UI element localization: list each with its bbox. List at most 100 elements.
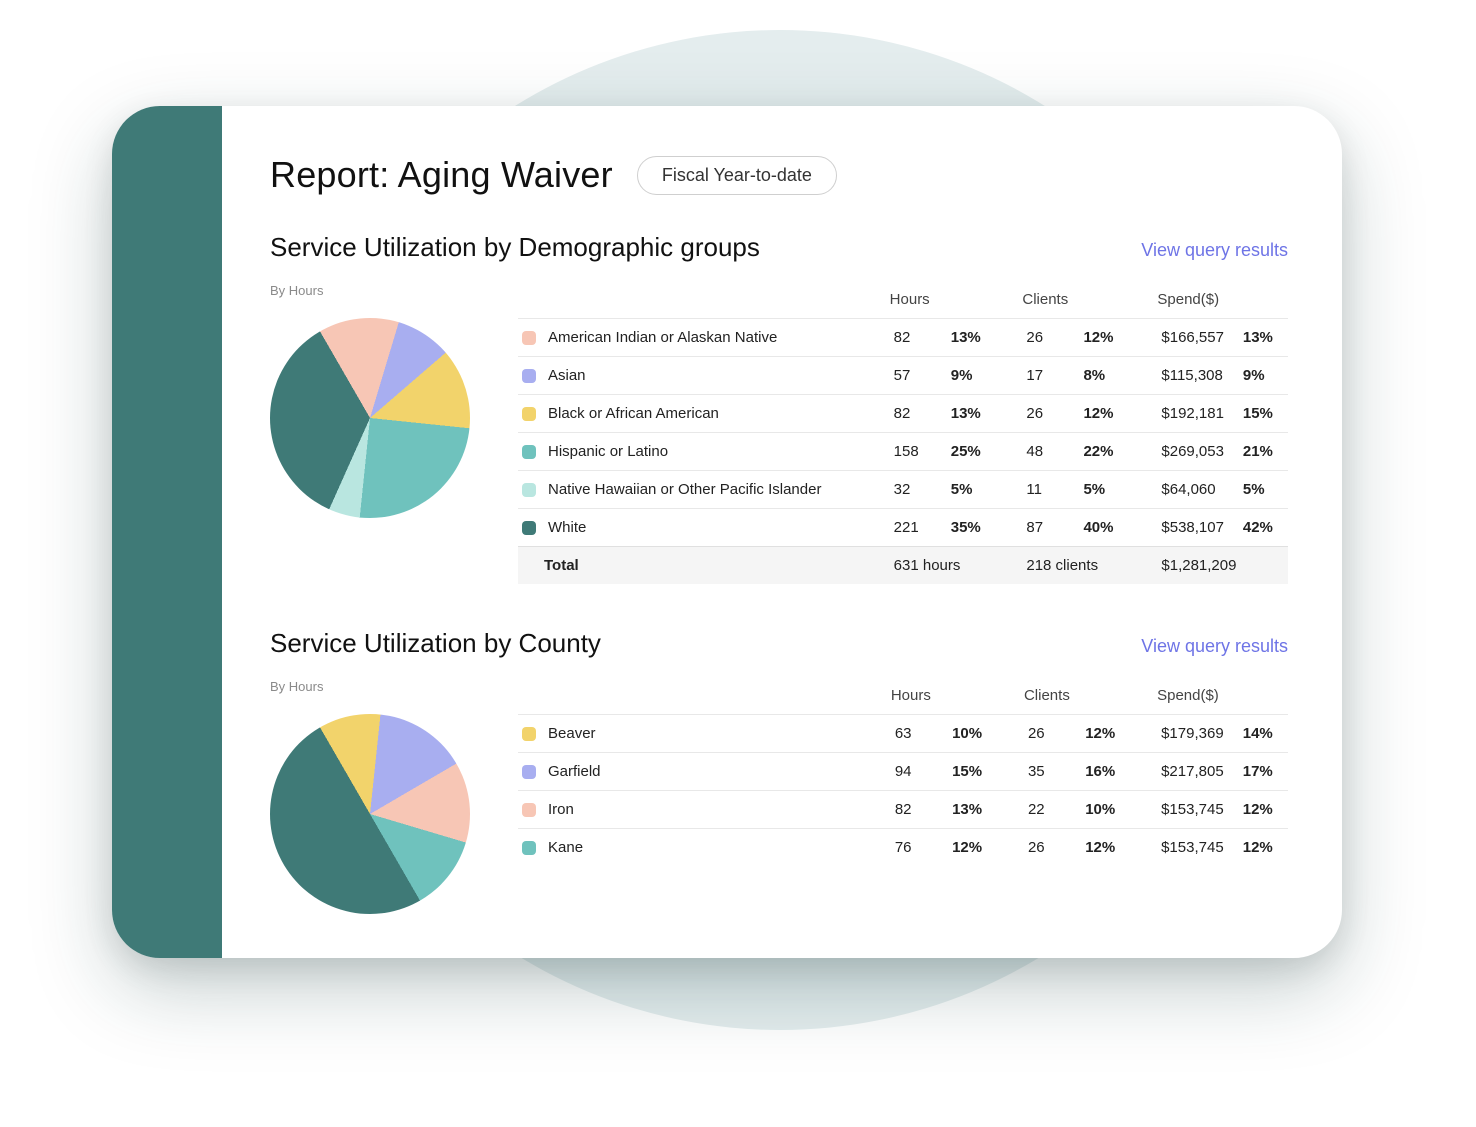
table-row: Hispanic or Latino15825%4822%$269,05321% [518,433,1288,471]
clients-value: 26 [1022,395,1075,433]
hours-value: 82 [890,319,943,357]
total-clients: 218 clients [1022,547,1131,585]
hours-pct: 12% [944,829,997,867]
col-spend: Spend($) [1157,679,1288,715]
row-label: Native Hawaiian or Other Pacific Islande… [518,471,890,509]
row-label: American Indian or Alaskan Native [518,319,890,357]
section-demographics: Service Utilization by Demographic group… [270,232,1288,584]
clients-pct: 12% [1077,715,1130,753]
spend-value: $153,745 [1157,791,1235,829]
table-total-row: Total631 hours 218 clients $1,281,209 [518,547,1288,585]
spend-value: $115,308 [1157,357,1234,395]
spend-value: $217,805 [1157,753,1235,791]
hours-pct: 13% [943,395,996,433]
spend-pct: 9% [1235,357,1288,395]
clients-pct: 8% [1075,357,1130,395]
clients-value: 17 [1022,357,1075,395]
row-label: Beaver [518,715,891,753]
clients-value: 87 [1022,509,1075,547]
col-clients: Clients [1024,679,1131,715]
hours-pct: 5% [943,471,996,509]
table-row: Asian579%178%$115,3089% [518,357,1288,395]
row-label: Hispanic or Latino [518,433,890,471]
total-hours: 631 hours [890,547,996,585]
section-body: By HoursHoursClientsSpend($)Beaver6310%2… [270,679,1288,914]
spend-pct: 12% [1235,791,1288,829]
report-content: Report: Aging Waiver Fiscal Year-to-date… [222,106,1342,958]
color-swatch [522,369,536,383]
section-body: By HoursHoursClientsSpend($)American Ind… [270,283,1288,584]
table-column: HoursClientsSpend($)Beaver6310%2612%$179… [518,679,1288,866]
color-swatch [522,445,536,459]
clients-value: 26 [1022,319,1075,357]
col-hours: Hours [891,679,998,715]
color-swatch [522,765,536,779]
clients-value: 11 [1022,471,1075,509]
table-row: Kane7612%2612%$153,74512% [518,829,1288,867]
spend-pct: 21% [1235,433,1288,471]
clients-value: 26 [1024,829,1077,867]
spend-pct: 13% [1235,319,1288,357]
pie-column: By Hours [270,679,490,914]
hours-pct: 35% [943,509,996,547]
row-label: Asian [518,357,890,395]
view-query-results-link[interactable]: View query results [1141,240,1288,261]
clients-pct: 22% [1075,433,1130,471]
hours-value: 82 [891,791,944,829]
row-label: Kane [518,829,891,867]
clients-pct: 12% [1077,829,1130,867]
section-county: Service Utilization by County View query … [270,628,1288,914]
spend-value: $153,745 [1157,829,1235,867]
spend-pct: 14% [1235,715,1288,753]
card-accent-bar [112,106,222,958]
color-swatch [522,521,536,535]
report-card: Report: Aging Waiver Fiscal Year-to-date… [112,106,1342,958]
pie-caption: By Hours [270,679,490,694]
spend-pct: 17% [1235,753,1288,791]
pie-column: By Hours [270,283,490,518]
row-label: Iron [518,791,891,829]
spend-pct: 15% [1235,395,1288,433]
color-swatch [522,841,536,855]
table-row: American Indian or Alaskan Native82 13% 26… [518,319,1288,357]
spend-value: $179,369 [1157,715,1235,753]
spend-value: $192,181 [1157,395,1234,433]
col-hours: Hours [890,283,996,319]
time-filter-button[interactable]: Fiscal Year-to-date [637,156,837,195]
color-swatch [522,727,536,741]
hours-pct: 15% [944,753,997,791]
clients-pct: 12% [1075,319,1130,357]
spend-value: $166,557 [1157,319,1234,357]
col-spend: Spend($) [1157,283,1288,319]
clients-pct: 10% [1077,791,1130,829]
hours-pct: 10% [944,715,997,753]
data-table: HoursClientsSpend($)Beaver6310%2612%$179… [518,679,1288,866]
clients-pct: 40% [1075,509,1130,547]
table-row: Native Hawaiian or Other Pacific Islande… [518,471,1288,509]
color-swatch [522,331,536,345]
total-spend: $1,281,209 [1157,547,1288,585]
hours-value: 158 [890,433,943,471]
row-label: Garfield [518,753,891,791]
col-clients: Clients [1022,283,1131,319]
hours-pct: 9% [943,357,996,395]
hours-value: 94 [891,753,944,791]
clients-value: 35 [1024,753,1077,791]
pie-chart [270,714,470,914]
table-row: White22135% 8740% $538,10742% [518,509,1288,547]
hours-value: 221 [890,509,943,547]
hours-value: 32 [890,471,943,509]
color-swatch [522,407,536,421]
view-query-results-link[interactable]: View query results [1141,636,1288,657]
total-label: Total [518,547,890,585]
spend-value: $538,107 [1157,509,1234,547]
section-header: Service Utilization by County View query … [270,628,1288,659]
table-row: Black or African American8213%2612%$192,… [518,395,1288,433]
hours-value: 57 [890,357,943,395]
spend-pct: 12% [1235,829,1288,867]
row-label: Black or African American [518,395,890,433]
row-label: White [518,509,890,547]
spend-pct: 42% [1235,509,1288,547]
clients-value: 48 [1022,433,1075,471]
section-title: Service Utilization by County [270,628,601,659]
